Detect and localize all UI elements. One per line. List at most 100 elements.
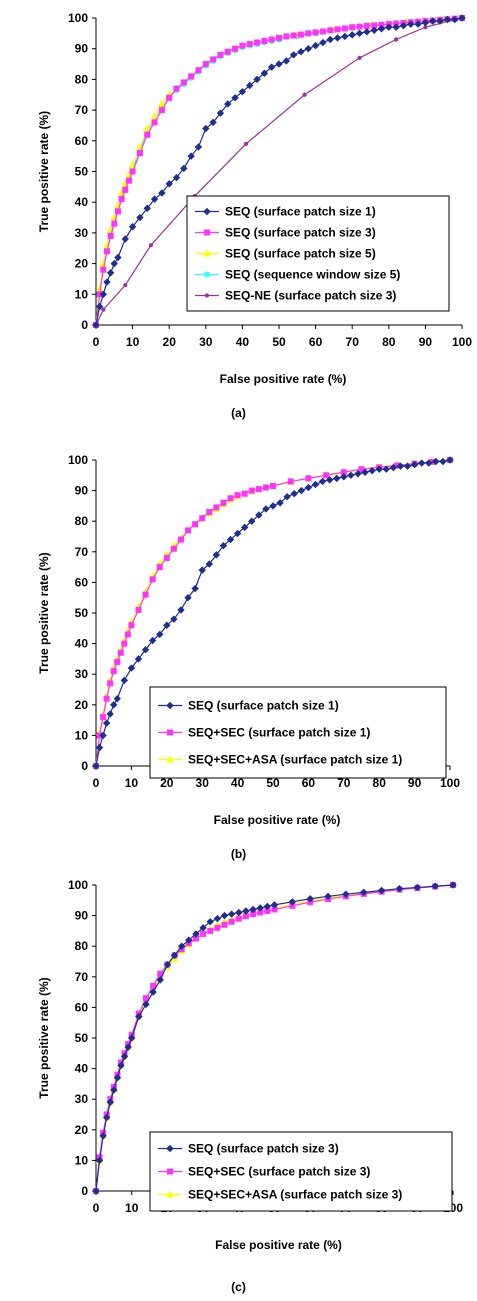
- legend: SEQ (surface patch size 1) SEQ (surface p…: [186, 195, 450, 312]
- data-point: [172, 173, 181, 182]
- data-point: [199, 924, 207, 932]
- data-point: [121, 640, 128, 647]
- data-point: [185, 527, 192, 534]
- data-point: [121, 235, 129, 243]
- data-point: [180, 79, 187, 86]
- series-1: [92, 456, 454, 770]
- data-point: [180, 164, 188, 173]
- data-point: [143, 124, 152, 132]
- data-point: [177, 942, 186, 950]
- data-point: [255, 511, 263, 519]
- data-point: [413, 883, 422, 892]
- data-point: [253, 75, 261, 84]
- data-point: [432, 457, 440, 466]
- data-point: [326, 35, 334, 44]
- data-point: [149, 988, 157, 996]
- data-point: [217, 51, 224, 58]
- chart-b-svg: 0 10 20 30 40 50 60 70 80 90 100 0 10 20 30 40 50 60 70 80 9…: [37, 453, 460, 827]
- data-point: [102, 719, 111, 727]
- data-point: [224, 100, 232, 108]
- data-point: [254, 39, 261, 46]
- legend-box: [186, 195, 450, 312]
- data-point: [221, 921, 228, 928]
- data-point: [170, 615, 178, 623]
- data-point: [239, 42, 246, 49]
- x-tick-label: 90: [419, 335, 433, 349]
- data-point: [389, 463, 398, 472]
- data-point: [127, 1034, 136, 1042]
- data-point: [163, 960, 172, 969]
- data-point: [143, 204, 151, 213]
- data-point: [194, 143, 203, 151]
- y-tick-label: 20: [75, 1123, 89, 1137]
- data-point: [226, 535, 235, 544]
- data-point: [327, 27, 334, 34]
- data-point: [134, 655, 143, 663]
- data-point: [275, 60, 283, 68]
- x-tick-label: 30: [196, 776, 210, 790]
- data-point: [341, 25, 348, 32]
- data-point: [304, 483, 313, 492]
- legend-entry: SEQ+SEC (surface patch size 1): [188, 726, 370, 740]
- x-tick-label: 70: [346, 335, 360, 349]
- y-tick-label: 0: [81, 759, 88, 773]
- data-point: [312, 29, 319, 36]
- legend-entry: SEQ-NE (surface patch size 3): [225, 289, 396, 303]
- legend: SEQ (surface patch size 1) SEQ+SEC (surfa…: [149, 686, 447, 779]
- data-point: [165, 180, 173, 188]
- data-point: [173, 85, 180, 92]
- y-tick-label: 80: [75, 939, 89, 953]
- series-1: [92, 14, 466, 329]
- data-point: [166, 94, 173, 101]
- data-point: [136, 150, 143, 157]
- data-point: [256, 904, 264, 912]
- data-point: [357, 55, 362, 61]
- data-point: [191, 584, 199, 593]
- data-point: [103, 248, 110, 255]
- legend-box: [149, 1131, 453, 1212]
- legend-swatch-marker: [204, 229, 210, 236]
- data-point: [297, 486, 306, 495]
- data-point: [150, 982, 157, 989]
- data-point: [227, 495, 234, 502]
- data-point: [150, 112, 159, 120]
- data-point: [262, 505, 270, 513]
- legend-entry: SEQ+SEC+ASA (surface patch size 1): [188, 753, 402, 767]
- data-point: [114, 208, 121, 215]
- data-point: [302, 92, 307, 97]
- data-point: [342, 890, 350, 898]
- data-point: [287, 478, 294, 485]
- data-point: [199, 515, 206, 522]
- data-point: [101, 307, 106, 312]
- x-tick-label: 60: [309, 335, 323, 349]
- data-point: [109, 701, 118, 709]
- legend-entry: SEQ (sequence window size 5): [225, 268, 400, 282]
- data-point: [324, 892, 332, 901]
- data-point: [395, 884, 404, 893]
- data-point: [100, 714, 107, 721]
- data-point: [122, 186, 129, 193]
- data-point: [340, 473, 348, 481]
- data-point: [148, 636, 157, 645]
- x-tick-label: 100: [440, 776, 460, 790]
- data-point: [118, 196, 125, 203]
- data-point: [297, 48, 305, 56]
- x-tick-label: 90: [408, 776, 422, 790]
- data-point: [232, 45, 239, 52]
- data-point: [248, 487, 255, 494]
- data-point: [142, 591, 149, 598]
- data-point: [305, 475, 312, 482]
- data-point: [187, 152, 195, 160]
- data-point: [305, 30, 312, 37]
- legend-swatch-marker: [166, 701, 174, 710]
- x-tick-label: 60: [302, 776, 316, 790]
- y-tick-label: 90: [75, 909, 89, 923]
- data-point: [224, 48, 231, 55]
- data-point: [377, 25, 386, 33]
- data-point: [263, 902, 272, 911]
- data-point: [241, 490, 248, 497]
- y-tick-label: 100: [68, 878, 88, 892]
- y-tick-label: 60: [75, 134, 89, 148]
- data-point: [283, 33, 290, 40]
- data-point: [249, 905, 257, 914]
